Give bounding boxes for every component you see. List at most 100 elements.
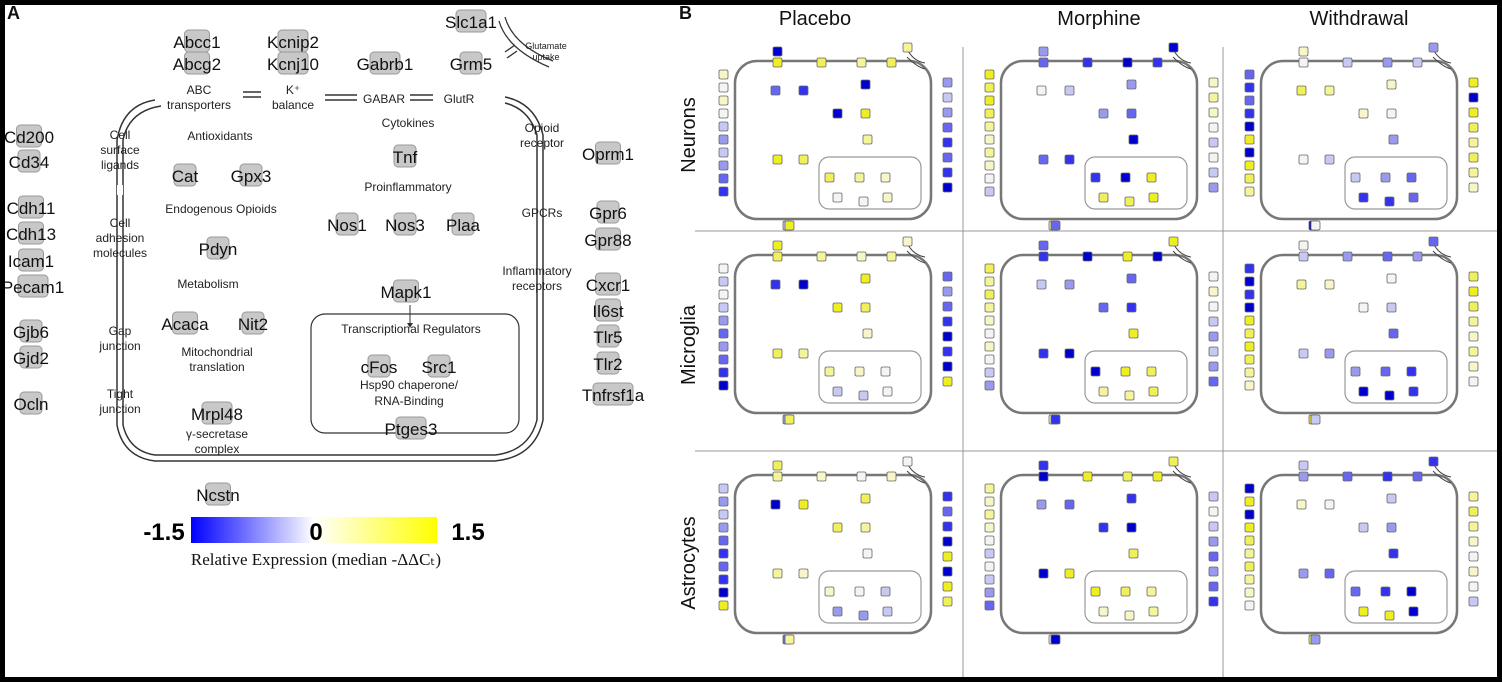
gene-cat: Cat <box>172 163 198 187</box>
minicell-nucleus <box>1084 156 1188 210</box>
expression-square <box>862 328 873 339</box>
expression-square <box>1208 506 1219 517</box>
minicell-nucleus <box>1344 350 1448 404</box>
expression-square <box>882 386 893 397</box>
gene-box <box>595 272 621 296</box>
expression-square <box>1412 251 1423 262</box>
expression-square <box>1382 471 1393 482</box>
expression-square <box>1324 85 1335 96</box>
gene-kcnip2: Kcnip2 <box>267 29 319 53</box>
expression-square <box>942 77 953 88</box>
expression-square <box>1082 57 1093 68</box>
expression-square <box>860 79 871 90</box>
gene-kcnj10: Kcnj10 <box>267 51 319 75</box>
expression-square <box>1124 196 1135 207</box>
expression-square <box>1168 236 1179 247</box>
expression-square <box>718 509 729 520</box>
expression-square <box>1384 196 1395 207</box>
minicell-frame <box>1259 59 1459 221</box>
expression-square <box>1298 460 1309 471</box>
expression-square <box>984 134 995 145</box>
col-header-withdrawal: Withdrawal <box>1310 8 1409 30</box>
expression-square <box>718 600 729 611</box>
expression-square <box>718 147 729 158</box>
expression-square <box>1120 586 1131 597</box>
expression-square <box>1244 289 1255 300</box>
expression-square <box>1388 328 1399 339</box>
expression-square <box>718 160 729 171</box>
colorbar-min: -1.5 <box>143 519 184 546</box>
minicell-frame <box>733 253 933 415</box>
gene-box <box>451 212 475 236</box>
expression-square <box>832 192 843 203</box>
minicell-nucleus <box>818 570 922 624</box>
expression-square <box>1298 46 1309 57</box>
expression-square <box>1244 574 1255 585</box>
expression-square <box>942 506 953 517</box>
gene-gpr88: Gpr88 <box>584 227 632 251</box>
expression-square <box>1098 386 1109 397</box>
cat-cam-2: adhesion <box>96 231 145 245</box>
expression-square <box>772 568 783 579</box>
expression-square <box>1038 348 1049 359</box>
minicell-nucleus <box>1344 156 1448 210</box>
gene-nos3: Nos3 <box>385 212 425 236</box>
expression-square <box>816 57 827 68</box>
gene-label: Ncstn <box>196 486 239 505</box>
expression-square <box>984 315 995 326</box>
expression-square <box>1038 568 1049 579</box>
expression-square <box>1324 279 1335 290</box>
minicell-nucleus <box>818 156 922 210</box>
expression-square <box>942 271 953 282</box>
row-header-astrocytes: Astrocytes <box>678 516 700 609</box>
minicell-8 <box>1244 456 1479 645</box>
expression-square <box>1386 522 1397 533</box>
expression-square <box>1038 57 1049 68</box>
expression-square <box>1208 92 1219 103</box>
gene-box <box>205 482 231 506</box>
expression-square <box>1342 57 1353 68</box>
expression-square <box>1298 251 1309 262</box>
expression-square <box>1358 192 1369 203</box>
expression-square <box>858 390 869 401</box>
cat-hsp-1: Hsp90 chaperone/ <box>360 378 459 392</box>
expression-square <box>1468 566 1479 577</box>
gene-label: Plaa <box>446 216 481 235</box>
minicell-6 <box>718 456 953 645</box>
cat-csl-1: Cell <box>110 128 131 142</box>
colorbar-gradient <box>191 517 437 543</box>
cat-gsec-2: complex <box>195 442 240 456</box>
expression-square <box>1064 348 1075 359</box>
expression-square <box>1358 302 1369 313</box>
expression-square <box>718 483 729 494</box>
expression-square <box>816 471 827 482</box>
expression-square <box>1244 160 1255 171</box>
expression-square <box>718 69 729 80</box>
expression-square <box>942 491 953 502</box>
gene-label: Gjb6 <box>13 323 49 342</box>
expression-square <box>718 561 729 572</box>
expression-square <box>1468 182 1479 193</box>
expression-square <box>816 251 827 262</box>
expression-square <box>1128 134 1139 145</box>
cat-cam-3: molecules <box>93 246 147 260</box>
expression-square <box>856 57 867 68</box>
expression-square <box>942 301 953 312</box>
gene-cd200: Cd200 <box>5 124 54 148</box>
expression-square <box>1208 581 1219 592</box>
expression-square <box>1050 220 1061 231</box>
gene-tnfrsf1a: Tnfrsf1a <box>582 382 645 406</box>
gene-label: Cdh11 <box>7 199 56 218</box>
expression-square <box>1208 566 1219 577</box>
expression-square <box>1168 42 1179 53</box>
expression-square <box>718 95 729 106</box>
gene-box <box>18 248 44 272</box>
expression-square <box>984 548 995 559</box>
expression-square <box>1208 137 1219 148</box>
cat-metabolism: Metabolism <box>177 277 238 291</box>
expression-square <box>1208 167 1219 178</box>
gene-box <box>19 345 43 369</box>
gene-gpx3: Gpx3 <box>231 163 271 187</box>
expression-square <box>1468 122 1479 133</box>
expression-square <box>1406 172 1417 183</box>
